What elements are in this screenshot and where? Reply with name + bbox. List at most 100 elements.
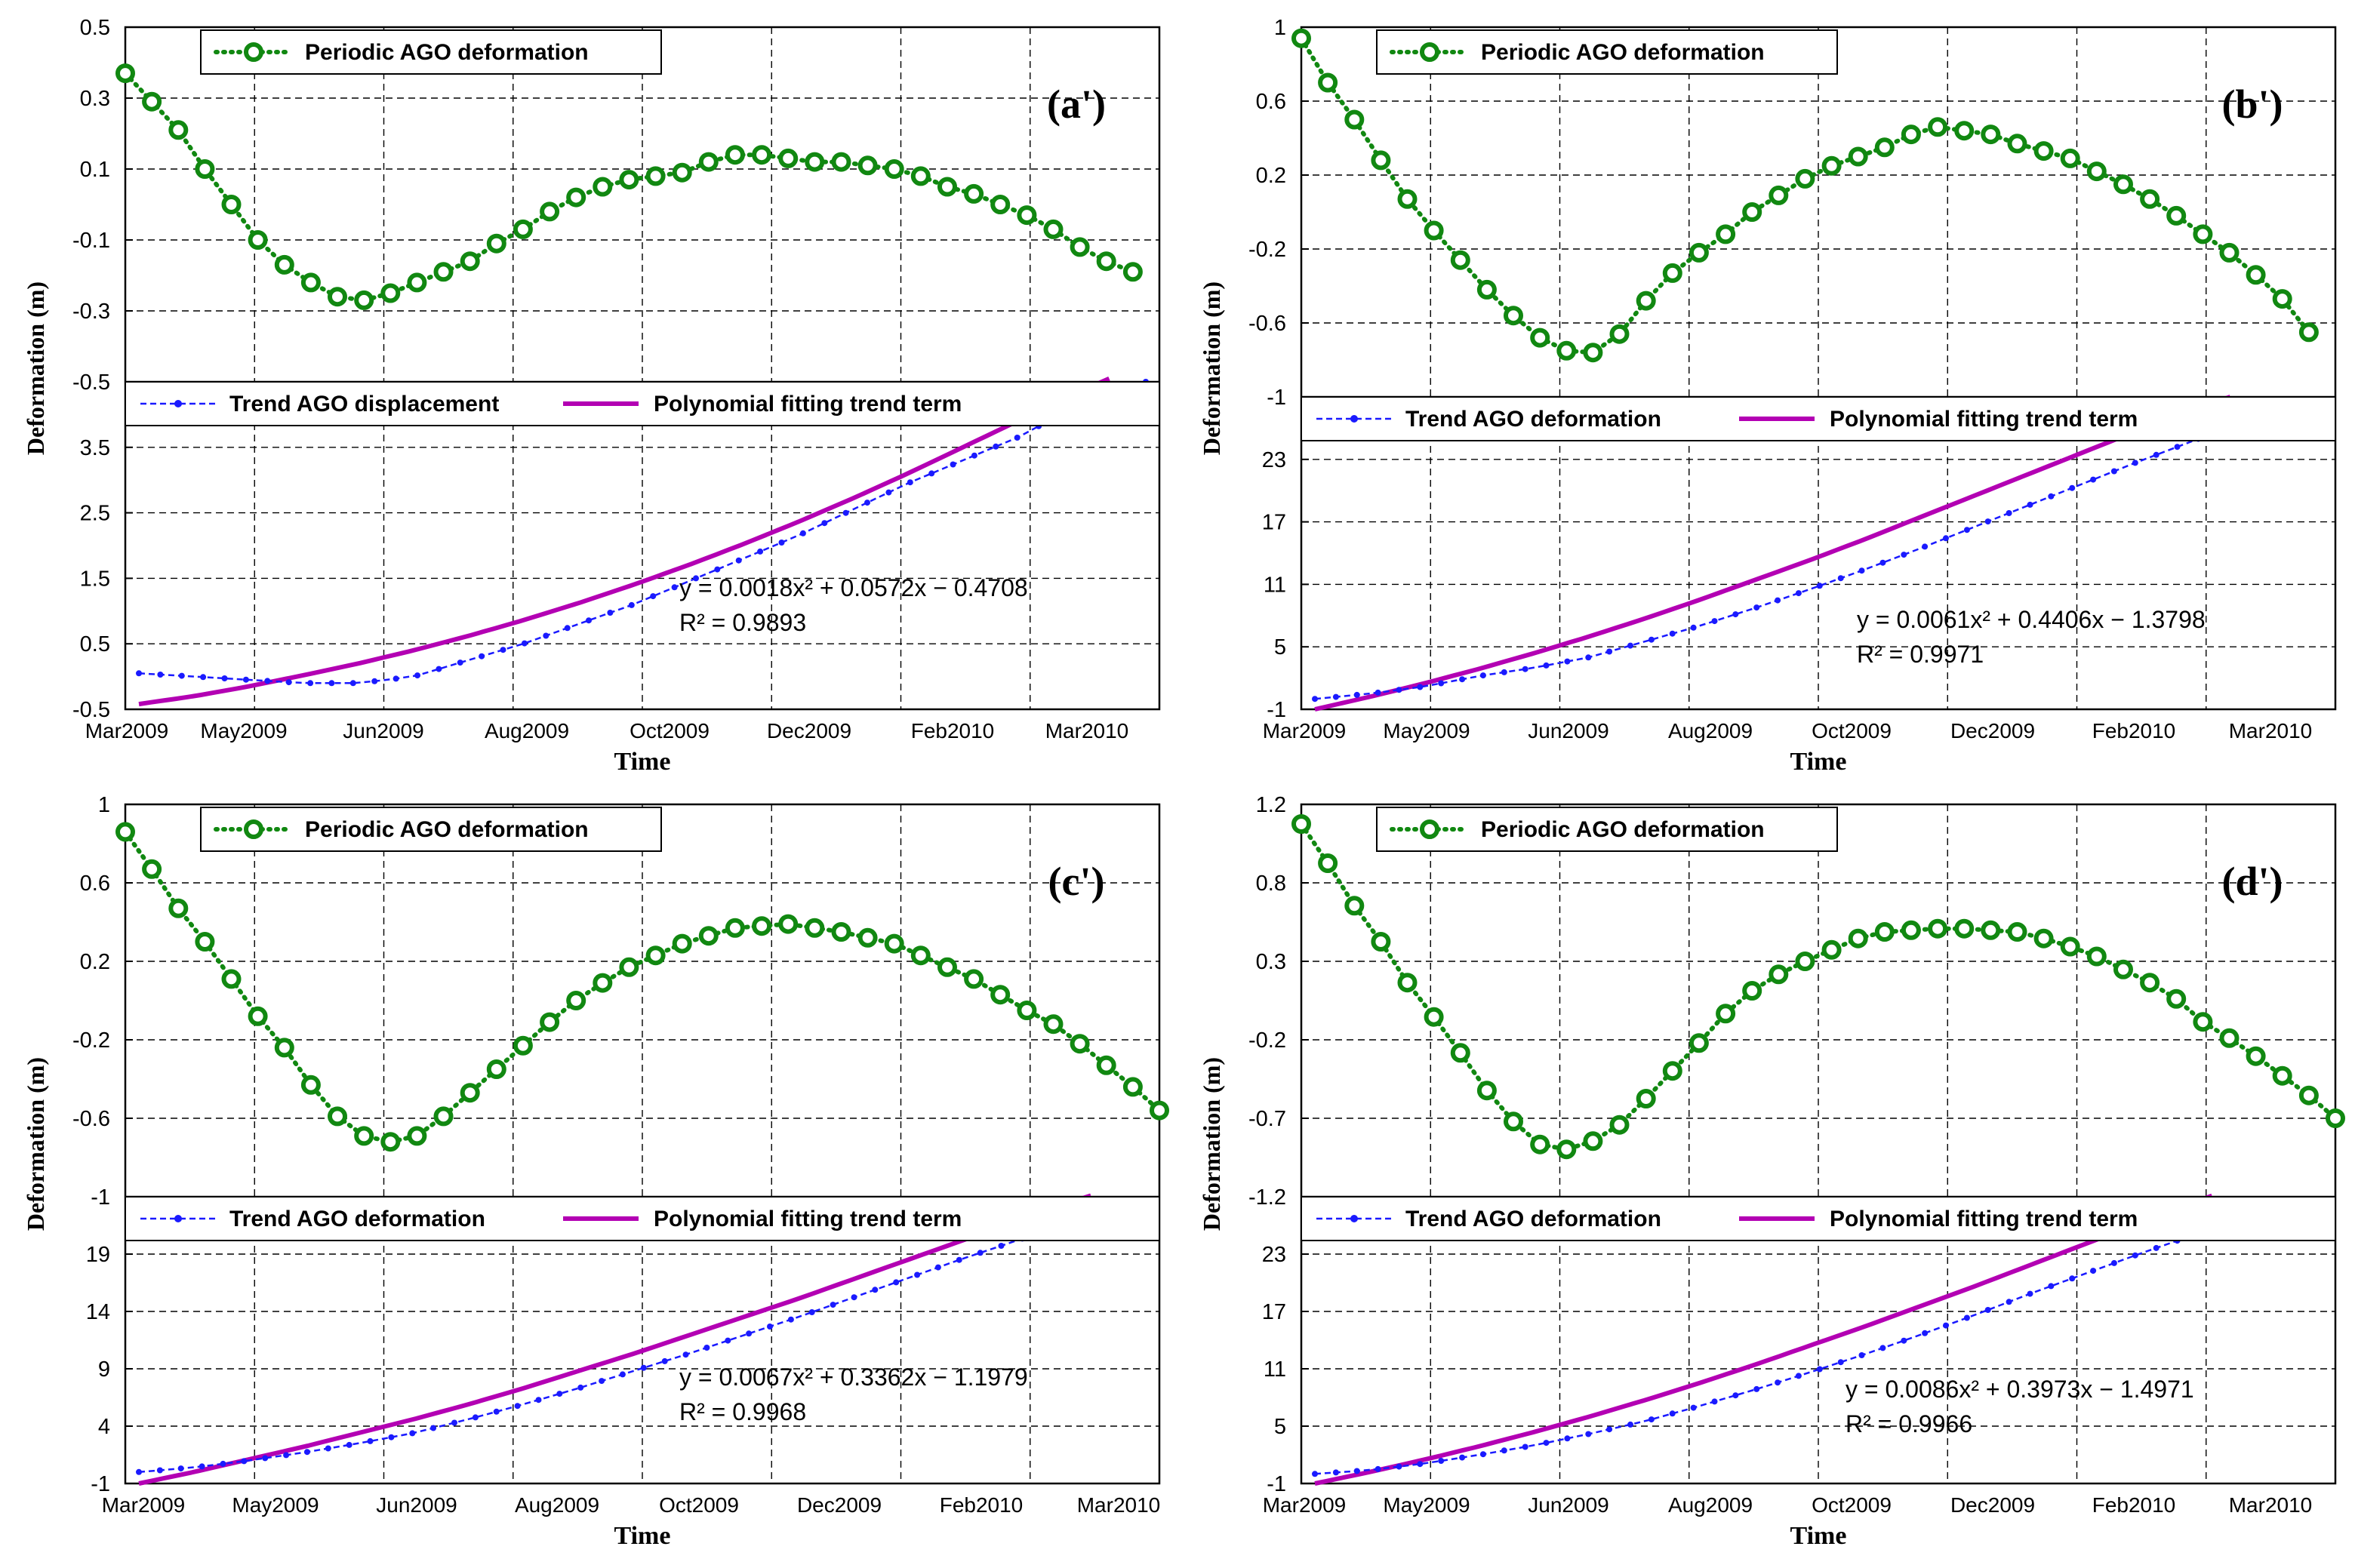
periodic-point [805, 152, 825, 172]
periodic-point [645, 945, 666, 966]
legend-periodic-label: Periodic AGO deformation [1481, 40, 1765, 65]
periodic-point [645, 166, 666, 186]
periodic-point [195, 159, 215, 179]
periodic-point [672, 933, 692, 954]
y-tick-label: 5 [1274, 1415, 1286, 1439]
trend-point [1795, 1373, 1802, 1379]
trend-point [1816, 583, 1823, 589]
periodic-point [486, 233, 506, 254]
trend-point [157, 672, 164, 678]
trend-point [842, 509, 849, 516]
y-tick-label: -0.6 [72, 1107, 110, 1131]
x-tick-label: Mar2010 [1077, 1493, 1161, 1517]
periodic-point [1795, 168, 1815, 189]
periodic-point [1556, 1139, 1577, 1160]
y-tick-label: 0.5 [80, 16, 110, 40]
periodic-point [2113, 959, 2133, 979]
trend-point [1543, 1440, 1550, 1447]
periodic-point [1424, 1007, 1444, 1027]
periodic-point [964, 183, 984, 204]
x-tick-label: Feb2010 [911, 719, 995, 742]
periodic-point [964, 969, 984, 989]
periodic-point [593, 973, 613, 993]
trend-point [914, 1271, 921, 1278]
periodic-point [1291, 814, 1311, 834]
trend-point [746, 1330, 753, 1337]
periodic-point [1344, 109, 1365, 130]
trend-point [451, 1419, 457, 1426]
legend-periodic-label: Periodic AGO deformation [305, 40, 589, 65]
periodic-point [2298, 1085, 2319, 1105]
trend-point [262, 1455, 269, 1462]
trend-point [757, 548, 764, 555]
panel-label: (b') [2222, 81, 2283, 127]
legend-trend-marker [174, 400, 182, 407]
x-tick-label: Oct2009 [630, 719, 710, 742]
y-tick-label: 0.8 [1256, 872, 1286, 896]
periodic-point [698, 152, 719, 172]
legend-periodic-marker [1420, 42, 1439, 62]
periodic-point [672, 162, 692, 183]
trend-point [787, 1316, 794, 1323]
trend-point [200, 674, 207, 681]
periodic-point [910, 945, 931, 966]
trend-point [2048, 493, 2055, 500]
trend-point [1417, 684, 1424, 690]
legend-periodic-marker [244, 819, 263, 839]
trend-point [136, 670, 142, 677]
trend-point [479, 653, 485, 659]
trend-point [2174, 444, 2181, 450]
periodic-point [1476, 1081, 1497, 1101]
x-tick-label: Dec2009 [767, 719, 851, 742]
trend-point [543, 632, 550, 639]
periodic-point [2219, 1028, 2240, 1048]
trend-point [725, 1337, 731, 1344]
trend-point [1585, 1431, 1592, 1437]
periodic-point [1662, 1061, 1682, 1081]
periodic-point [1583, 1131, 1603, 1151]
trend-point [1332, 693, 1339, 700]
y-tick-label: 1 [1274, 16, 1286, 40]
periodic-point [1662, 263, 1682, 283]
trend-point [893, 1279, 900, 1286]
periodic-point [1122, 1077, 1143, 1097]
trend-point [346, 1441, 352, 1448]
trend-point [472, 1414, 479, 1421]
periodic-point [619, 170, 639, 190]
trend-point [409, 1430, 416, 1437]
periodic-point [142, 91, 162, 112]
trend-point [371, 678, 378, 684]
bottom-legend-box [125, 381, 1160, 426]
y-axis-label: Deformation (m) [1198, 1057, 1225, 1231]
trend-point [349, 680, 356, 687]
periodic-point [115, 822, 135, 842]
periodic-point [1928, 117, 1948, 137]
periodic-point [805, 918, 825, 938]
trend-point [956, 1256, 962, 1263]
y-tick-label: 1.2 [1256, 793, 1286, 817]
x-tick-label: Oct2009 [659, 1493, 739, 1517]
trend-point [1375, 689, 1381, 696]
legend-periodic-marker [1420, 819, 1439, 839]
x-tick-label: May2009 [1383, 719, 1470, 742]
periodic-point [1070, 237, 1090, 257]
legend-polynomial-label: Polynomial fitting trend term [654, 392, 962, 417]
trend-point [556, 1391, 563, 1397]
periodic-point [513, 1035, 533, 1056]
y-tick-label: 23 [1262, 1243, 1286, 1267]
trend-point [977, 1250, 984, 1256]
trend-point [1501, 669, 1507, 675]
trend-point [1901, 552, 1907, 558]
trend-point [1312, 1471, 1318, 1477]
trend-point [851, 1294, 857, 1301]
periodic-point [1504, 306, 1523, 326]
periodic-point [990, 985, 1011, 1005]
periodic-point [2140, 189, 2160, 209]
periodic-point [540, 201, 560, 222]
legend-trend-label: Trend AGO deformation [229, 1207, 485, 1231]
legend-polynomial-label: Polynomial fitting trend term [1830, 407, 2138, 432]
periodic-point [752, 145, 772, 165]
trend-point [1963, 527, 1970, 533]
